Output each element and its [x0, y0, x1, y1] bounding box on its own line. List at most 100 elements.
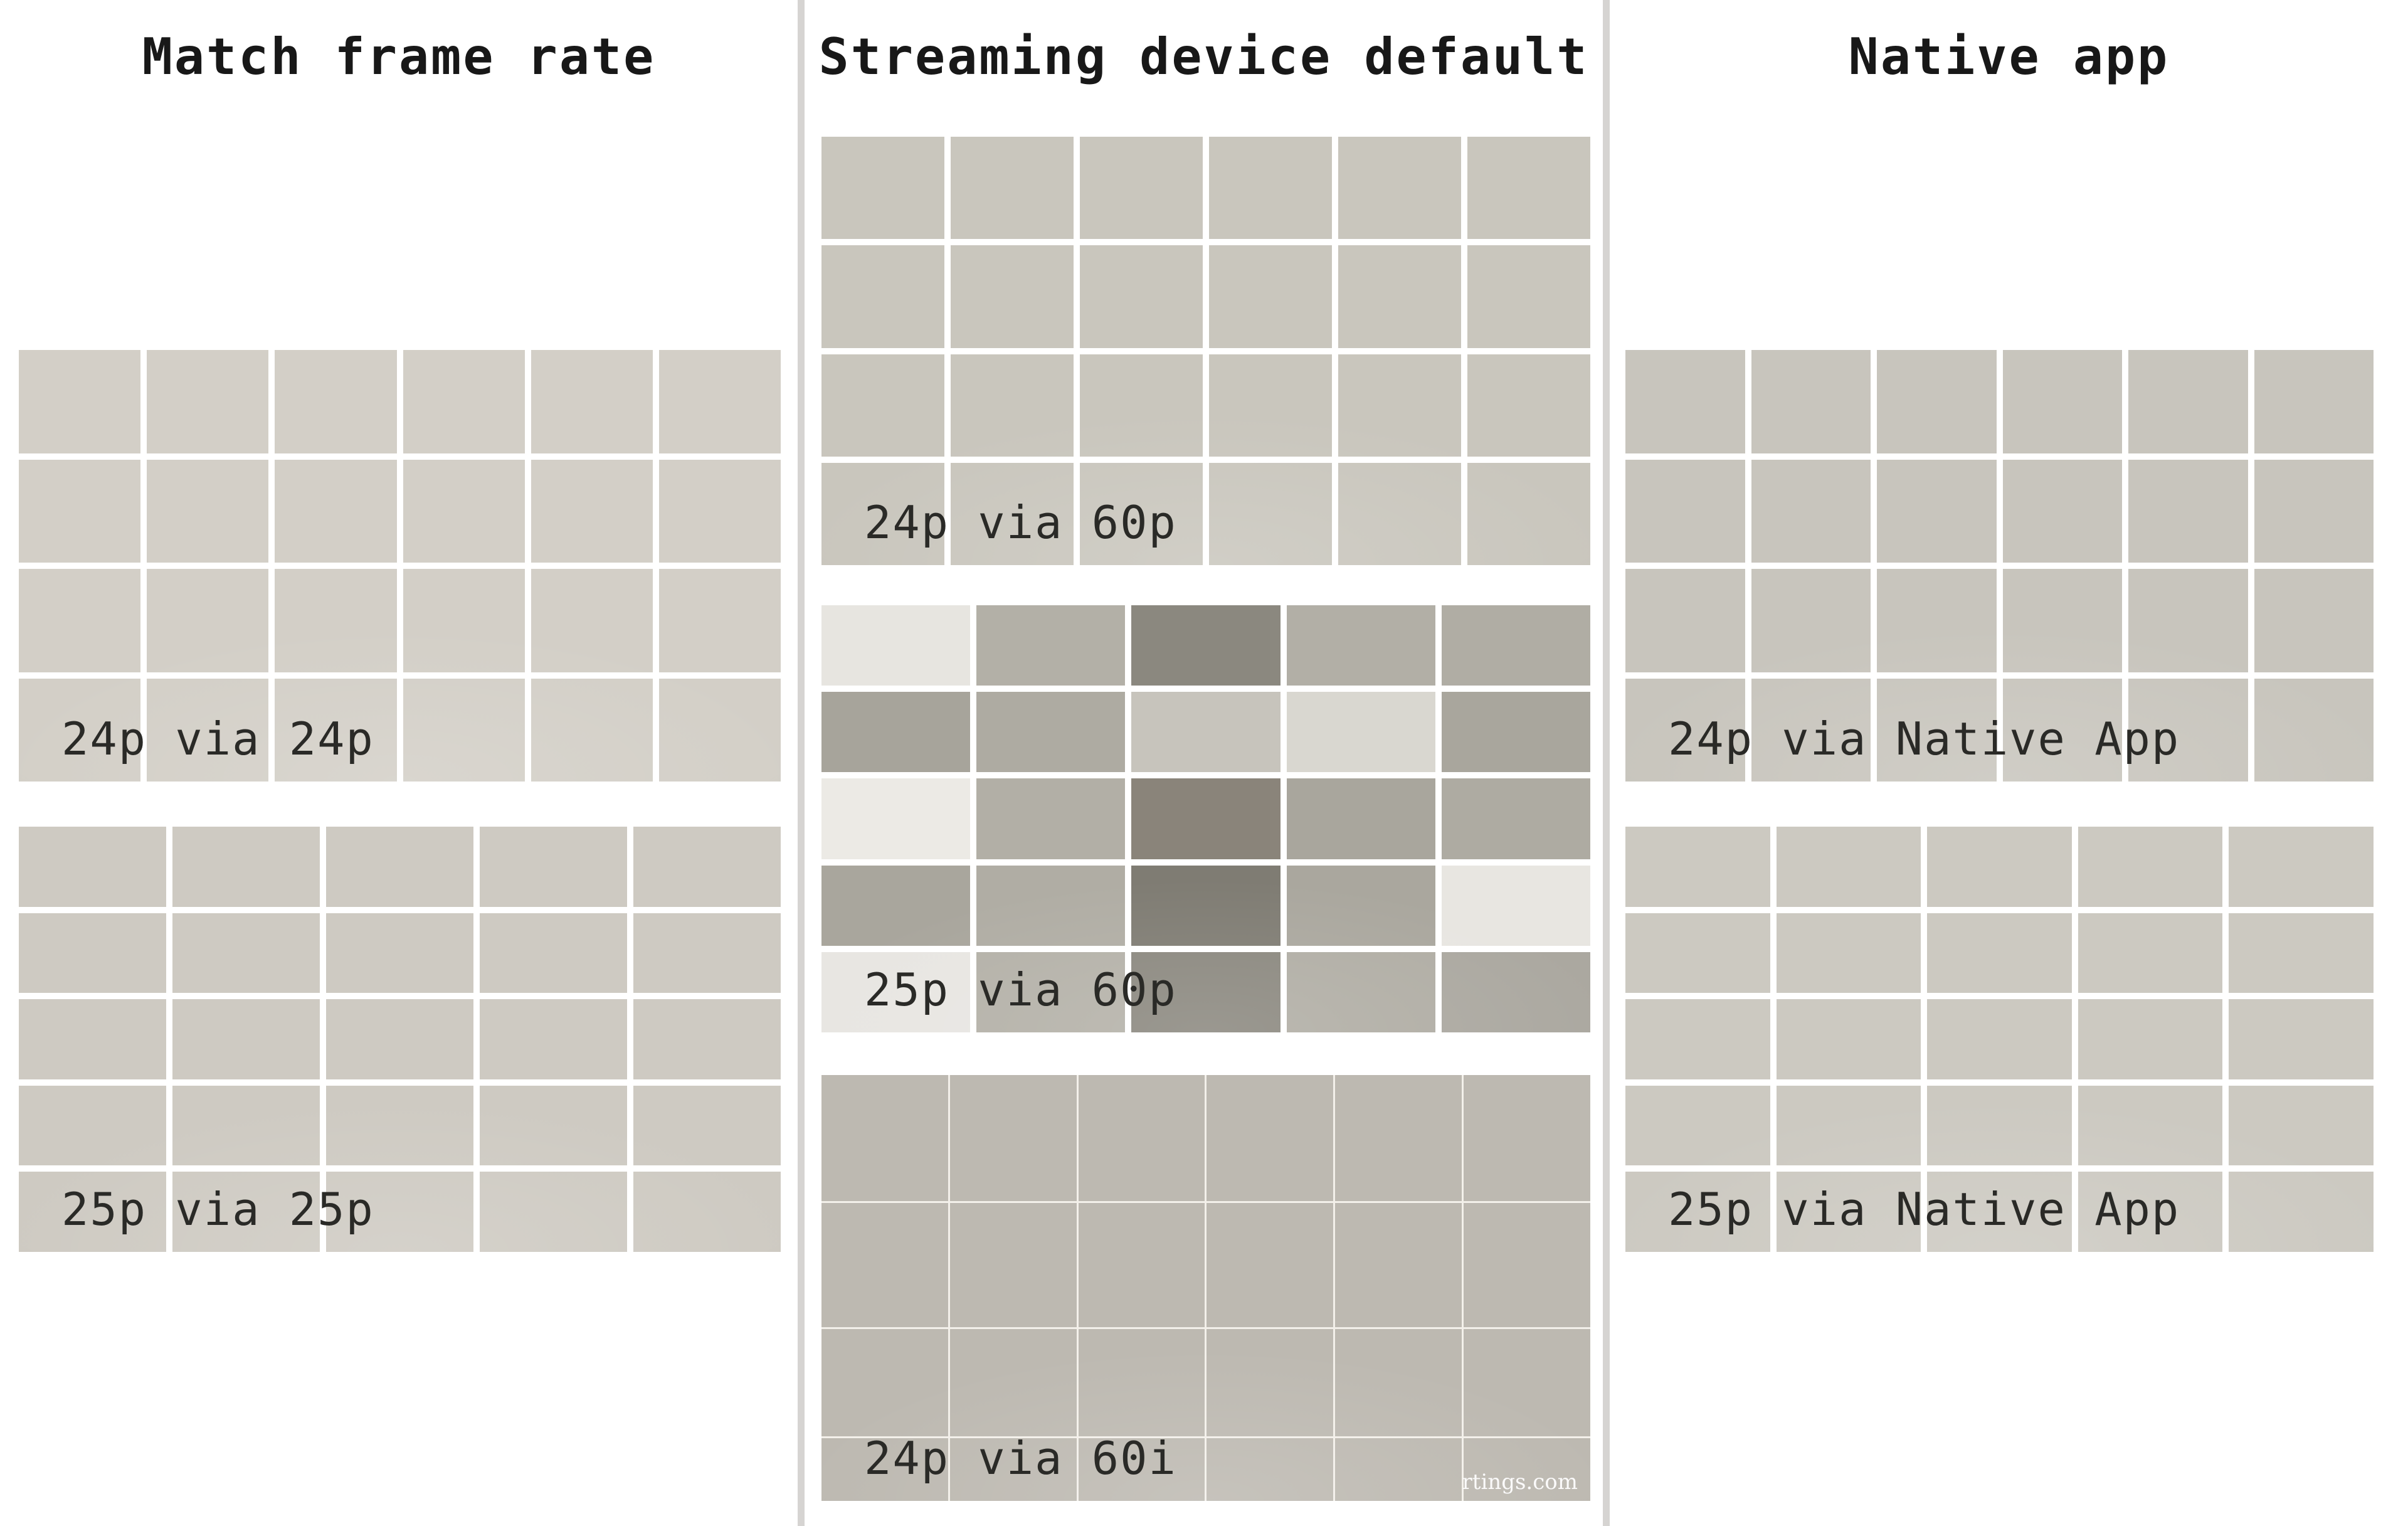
grid-cell	[172, 913, 320, 993]
grid-cell	[1338, 245, 1461, 348]
grid-cell	[633, 1085, 781, 1166]
test-pattern-grid	[1625, 827, 2374, 1252]
panel-label: 25p via 25p	[61, 1183, 374, 1236]
panel-24p-via-24p: 24p via 24p	[19, 350, 781, 782]
grid-cell	[2229, 999, 2374, 1079]
grid-cell	[2078, 999, 2223, 1079]
grid-cell	[1776, 913, 1921, 993]
test-pattern-grid-judder	[821, 605, 1590, 1032]
grid-cell	[1464, 1075, 1590, 1201]
grid-cell	[147, 350, 269, 453]
grid-cell	[821, 1328, 948, 1436]
grid-cell	[531, 350, 653, 453]
grid-cell	[531, 678, 653, 782]
grid-cell	[976, 865, 1126, 946]
grid-cell	[949, 1075, 1077, 1201]
grid-cell	[821, 137, 944, 240]
grid-cell	[1209, 245, 1332, 348]
grid-cell	[2254, 459, 2374, 563]
column-divider-right	[1603, 0, 1610, 1526]
grid-cell	[1625, 827, 1770, 907]
grid-cell	[821, 605, 971, 686]
grid-cell	[2002, 350, 2122, 453]
grid-cell	[1877, 569, 1997, 672]
grid-cell	[1625, 569, 1745, 672]
grid-cell	[1209, 462, 1332, 565]
test-pattern-grid	[19, 350, 781, 782]
grid-cell	[1080, 354, 1203, 457]
grid-cell	[1467, 462, 1590, 565]
grid-cell	[1927, 1172, 2072, 1252]
grid-cell	[1131, 951, 1281, 1032]
grid-cell	[1131, 605, 1281, 686]
grid-cell	[1080, 462, 1203, 565]
grid-cell	[821, 865, 971, 946]
grid-cell	[1441, 692, 1590, 773]
grid-cell	[326, 913, 473, 993]
panel-label: 24p via 60p	[864, 496, 1177, 549]
grid-cell	[951, 245, 1074, 348]
grid-cell	[1877, 350, 1997, 453]
column-header-native-app: Native app	[1848, 28, 2170, 86]
grid-cell	[2229, 1085, 2374, 1166]
grid-cell	[19, 913, 166, 993]
grid-cell	[1078, 1438, 1205, 1501]
grid-cell	[172, 1085, 320, 1166]
grid-cell	[1751, 678, 1871, 782]
grid-cell	[1286, 951, 1435, 1032]
grid-cell	[326, 827, 473, 907]
grid-cell	[1078, 1203, 1205, 1327]
grid-cell	[2128, 350, 2248, 453]
panel-25p-via-native-app: 25p via Native App	[1625, 827, 2374, 1252]
grid-cell	[1464, 1438, 1590, 1501]
grid-cell	[1441, 865, 1590, 946]
grid-cell	[1207, 1328, 1334, 1436]
grid-cell	[1927, 999, 2072, 1079]
grid-cell	[1625, 350, 1745, 453]
grid-cell	[949, 1438, 1077, 1501]
grid-cell	[1207, 1438, 1334, 1501]
grid-cell	[821, 462, 944, 565]
grid-cell	[658, 350, 781, 453]
grid-cell	[1335, 1438, 1462, 1501]
panel-24p-via-60i: 24p via 60i rtings.com	[821, 1075, 1590, 1501]
grid-cell	[2254, 350, 2374, 453]
grid-cell	[172, 999, 320, 1079]
grid-cell	[19, 999, 166, 1079]
test-pattern-grid	[821, 137, 1590, 565]
grid-cell	[1625, 1085, 1770, 1166]
grid-cell	[951, 354, 1074, 457]
panel-25p-via-25p: 25p via 25p	[19, 827, 781, 1252]
grid-cell	[1338, 462, 1461, 565]
grid-cell	[1080, 137, 1203, 240]
grid-cell	[1441, 778, 1590, 859]
grid-cell	[275, 569, 397, 672]
grid-cell	[275, 678, 397, 782]
grid-cell	[1286, 605, 1435, 686]
grid-cell	[2128, 678, 2248, 782]
grid-cell	[658, 569, 781, 672]
grid-cell	[480, 913, 627, 993]
grid-cell	[1927, 827, 2072, 907]
grid-cell	[1467, 354, 1590, 457]
panel-label: 25p via Native App	[1668, 1183, 2180, 1236]
grid-cell	[1625, 913, 1770, 993]
grid-cell	[2128, 459, 2248, 563]
grid-cell	[1467, 137, 1590, 240]
grid-cell	[1338, 137, 1461, 240]
grid-cell	[2229, 913, 2374, 993]
grid-cell	[19, 1172, 166, 1252]
grid-cell	[2128, 569, 2248, 672]
grid-cell	[403, 350, 525, 453]
grid-cell	[658, 459, 781, 563]
grid-cell	[147, 459, 269, 563]
grid-cell	[480, 999, 627, 1079]
grid-cell	[633, 1172, 781, 1252]
grid-cell	[1286, 692, 1435, 773]
grid-cell	[821, 778, 971, 859]
grid-cell	[1335, 1328, 1462, 1436]
test-pattern-grid	[1625, 350, 2374, 782]
column-header-streaming-device-default: Streaming device default	[818, 28, 1589, 86]
grid-cell	[19, 678, 141, 782]
